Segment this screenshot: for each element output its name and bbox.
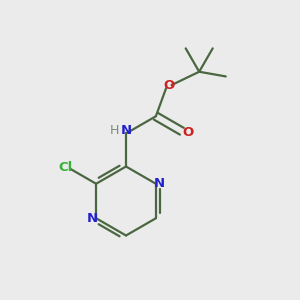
Text: O: O <box>183 126 194 139</box>
Text: N: N <box>120 124 132 137</box>
Text: N: N <box>87 212 98 225</box>
Text: O: O <box>164 79 175 92</box>
Text: Cl: Cl <box>58 161 73 174</box>
Text: H: H <box>110 124 119 137</box>
Text: N: N <box>154 177 165 190</box>
